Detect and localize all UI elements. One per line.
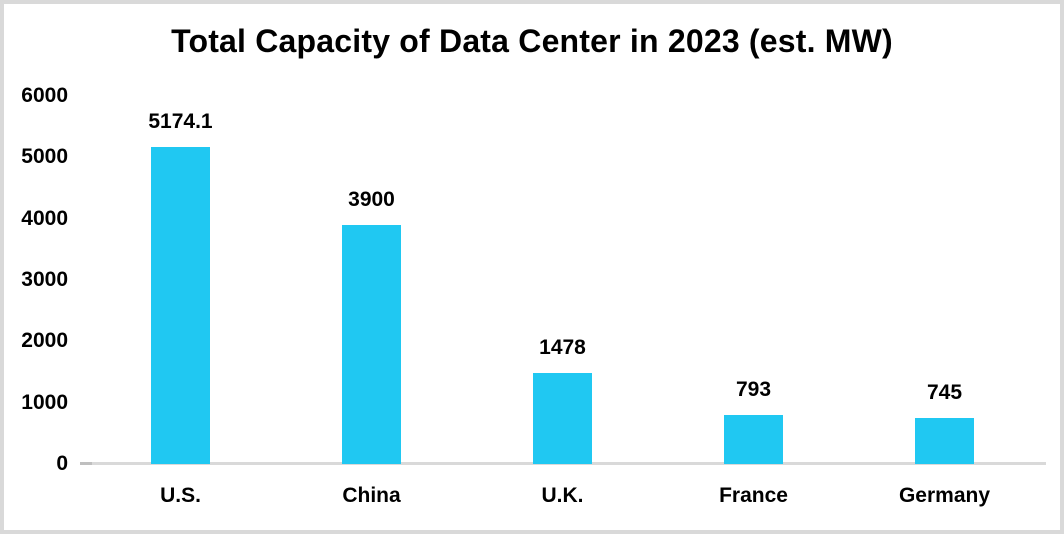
bar-value-label: 5174.1: [148, 109, 213, 133]
y-axis-tick-label: 4000: [21, 206, 68, 230]
bar-column: 1478 U.K.: [467, 96, 658, 507]
x-axis-category-label: Germany: [898, 484, 991, 507]
chart-title: Total Capacity of Data Center in 2023 (e…: [171, 23, 893, 59]
bar-column: 3900 China: [276, 96, 467, 507]
y-axis-tick-label: 0: [56, 452, 68, 475]
y-axis-tick-label: 6000: [21, 84, 68, 107]
x-axis-category-label: U.K.: [541, 484, 584, 507]
bar-value-label: 793: [735, 378, 772, 402]
bar-column: 5174.1 U.S.: [85, 96, 276, 507]
bar-value-label: 745: [926, 381, 963, 405]
y-axis-tick-label: 2000: [21, 329, 68, 353]
y-axis-tick-label: 1000: [21, 390, 68, 414]
bar-value-label: 3900: [348, 187, 395, 211]
x-axis-zero-tick: [80, 462, 92, 465]
bar-china: [342, 224, 401, 464]
bar-column: 793 France: [658, 96, 849, 507]
bar-chart-plot-area: 0 1000 2000 3000 4000 5000 6000 5174.1 U.S. 3900 C…: [4, 4, 1060, 530]
bar-germany: [915, 418, 974, 464]
y-axis-tick-label: 5000: [21, 145, 68, 169]
x-axis-category-label: U.S.: [160, 484, 201, 507]
x-axis-category-label: France: [719, 484, 788, 507]
bar-france: [724, 415, 783, 464]
x-axis-category-label: China: [342, 484, 401, 507]
bar-column: 745 Germany: [849, 96, 1040, 507]
bar-value-label: 1478: [539, 336, 586, 360]
bar-us: [151, 146, 210, 464]
y-axis-tick-label: 3000: [21, 268, 68, 291]
bar-uk: [533, 373, 592, 464]
